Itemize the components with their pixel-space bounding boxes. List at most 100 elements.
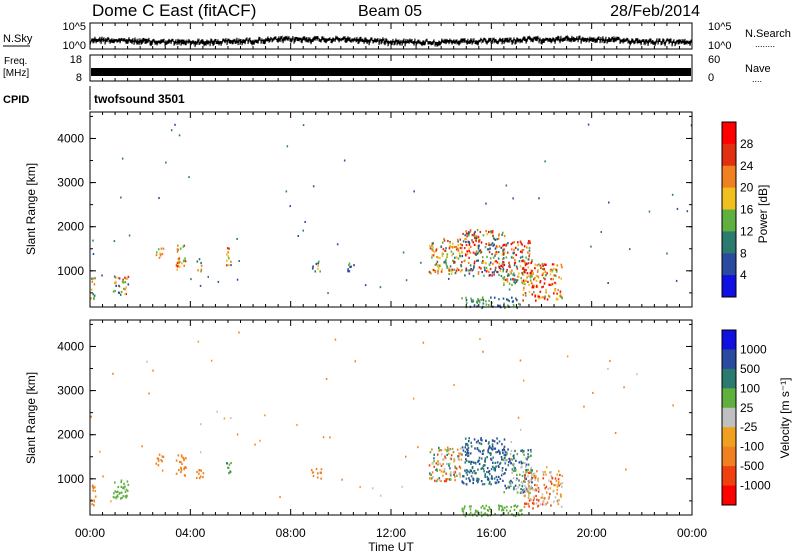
range-cell	[475, 253, 477, 256]
range-cell	[473, 266, 475, 269]
freq-tick-low: 8	[76, 72, 82, 84]
range-cell	[371, 487, 374, 490]
range-cell	[434, 479, 436, 482]
range-cell	[495, 481, 498, 484]
range-cell	[504, 451, 507, 454]
range-cell	[317, 262, 320, 265]
range-cell	[439, 264, 442, 267]
range-cell	[529, 279, 532, 282]
range-cell	[490, 296, 492, 299]
range-cell	[480, 241, 483, 244]
range-cell	[529, 469, 532, 472]
range-cell	[623, 386, 625, 389]
range-cell	[90, 498, 93, 502]
range-cell	[93, 297, 95, 300]
range-cell	[526, 246, 528, 249]
range-cell	[453, 457, 455, 460]
range-cell	[92, 489, 94, 492]
range-cell	[521, 490, 523, 494]
range-cell	[436, 255, 438, 259]
range-cell	[445, 263, 448, 266]
range-cell	[486, 269, 489, 272]
range-cell	[521, 282, 524, 285]
range-cell	[518, 302, 520, 305]
range-cell	[555, 268, 557, 271]
velocity-scatter	[90, 331, 674, 518]
range-cell	[509, 453, 512, 456]
colorbar-tick: 1000	[740, 342, 767, 356]
range-cell	[537, 480, 539, 483]
range-cell	[228, 264, 230, 267]
range-cell	[461, 507, 464, 510]
range-cell	[493, 477, 496, 480]
range-cell	[458, 472, 461, 475]
range-cell	[478, 442, 481, 445]
range-cell	[521, 449, 524, 452]
range-cell	[461, 261, 463, 264]
range-cell	[537, 490, 540, 493]
range-cell	[470, 475, 473, 478]
range-cell	[501, 505, 503, 508]
range-cell	[435, 249, 437, 252]
range-cell	[350, 265, 352, 268]
range-cell	[468, 477, 470, 480]
range-cell	[473, 235, 476, 238]
y-tick-label: 1000	[57, 472, 84, 486]
range-cell	[161, 253, 164, 256]
range-cell	[502, 512, 504, 515]
range-cell	[529, 275, 532, 278]
range-cell	[487, 514, 489, 517]
range-cell	[504, 506, 506, 509]
range-cell	[504, 462, 507, 465]
range-cell	[560, 295, 562, 298]
range-cell	[490, 447, 493, 450]
range-cell	[491, 271, 494, 274]
range-cell	[437, 256, 440, 259]
range-cell	[472, 478, 475, 481]
range-cell	[514, 261, 517, 264]
range-cell	[475, 472, 477, 475]
range-cell	[439, 468, 441, 472]
range-cell	[483, 507, 485, 510]
range-cell	[494, 447, 497, 450]
range-cell	[483, 483, 486, 486]
range-cell	[439, 449, 441, 452]
range-cell	[484, 246, 487, 249]
range-cell	[473, 438, 476, 441]
range-cell	[497, 475, 500, 478]
range-cell	[519, 473, 521, 476]
range-cell	[498, 233, 500, 236]
range-cell	[465, 458, 467, 461]
range-cell	[445, 258, 447, 261]
range-cell	[506, 505, 508, 508]
range-cell	[542, 473, 545, 476]
range-cell	[230, 260, 232, 263]
range-cell	[560, 277, 562, 280]
range-cell	[94, 495, 97, 498]
range-cell	[448, 272, 450, 276]
beam-label: Beam 05	[358, 3, 422, 20]
range-cell	[544, 274, 547, 277]
range-cell	[556, 473, 559, 476]
range-cell	[528, 479, 531, 482]
range-cell	[514, 246, 517, 249]
range-cell	[490, 232, 492, 235]
range-cell	[525, 279, 527, 282]
range-cell	[507, 464, 510, 467]
x-tick-label: 16:00	[476, 526, 506, 540]
range-cell	[182, 456, 184, 459]
range-cell	[517, 512, 520, 515]
range-cell	[128, 234, 131, 237]
range-cell	[181, 262, 183, 265]
range-cell	[480, 251, 483, 254]
range-cell	[488, 446, 491, 449]
range-cell	[316, 476, 319, 479]
range-cell	[556, 485, 559, 488]
range-cell	[364, 284, 367, 287]
range-cell	[549, 273, 552, 276]
range-cell	[487, 478, 490, 481]
range-cell	[449, 265, 452, 268]
range-cell	[455, 245, 458, 249]
range-cell	[559, 493, 562, 496]
range-cell	[117, 277, 120, 280]
